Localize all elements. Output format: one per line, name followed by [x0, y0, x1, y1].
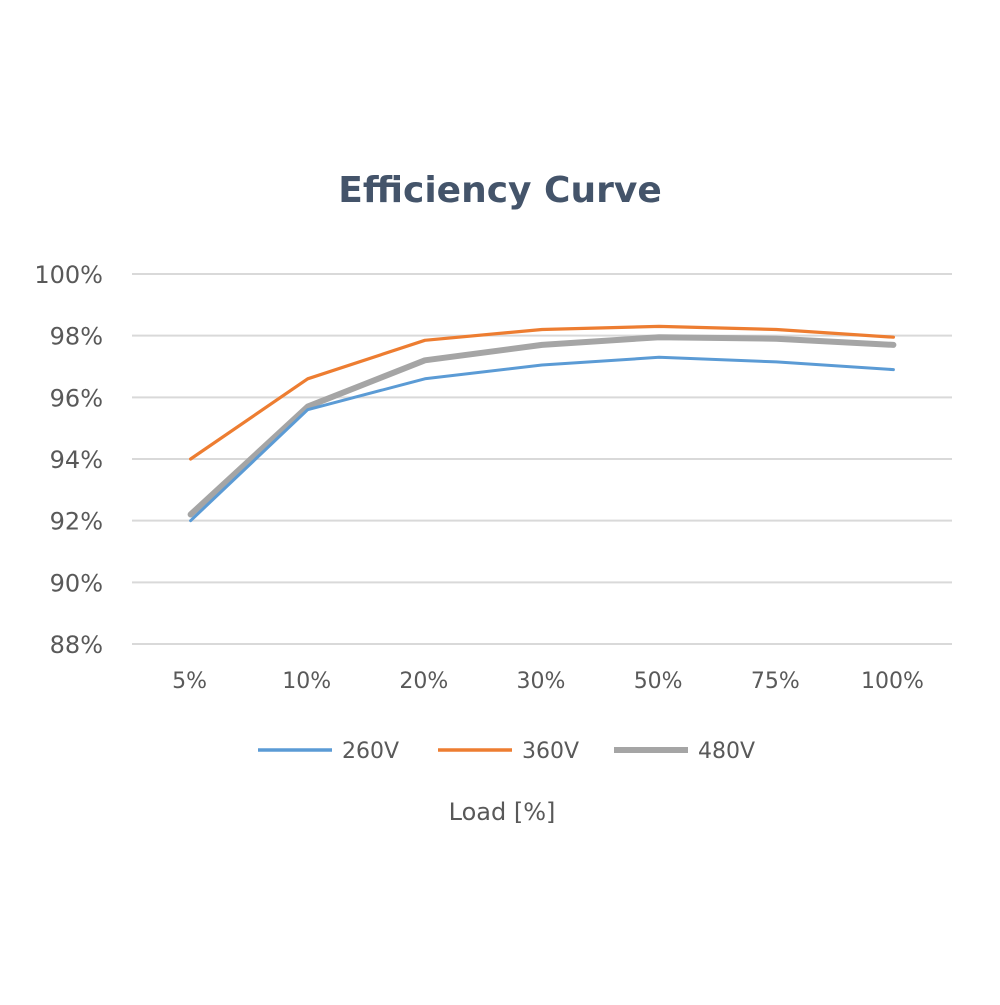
- series-line-480v: [187, 334, 897, 518]
- legend-label-360v: 360V: [522, 739, 579, 764]
- x-tick-label: 75%: [751, 669, 800, 694]
- series-line-360v: [189, 324, 896, 461]
- series-line-260v: [189, 355, 895, 523]
- y-tick-label: 94%: [50, 446, 103, 474]
- y-tick-label: 90%: [50, 569, 103, 597]
- series-lines: [187, 324, 897, 523]
- y-axis-ticks: 88% 90% 92% 94% 96% 98% 100%: [34, 261, 103, 659]
- legend: 260V 360V 480V: [258, 739, 755, 764]
- y-tick-label: 92%: [50, 508, 103, 536]
- legend-label-480v: 480V: [698, 739, 755, 764]
- y-tick-label: 98%: [50, 323, 103, 351]
- legend-label-260v: 260V: [342, 739, 399, 764]
- x-tick-label: 50%: [634, 669, 683, 694]
- y-tick-label: 88%: [50, 631, 103, 659]
- x-axis-label: Load [%]: [449, 798, 556, 826]
- x-tick-label: 10%: [282, 669, 331, 694]
- gridlines: [132, 273, 952, 645]
- x-tick-label: 5%: [172, 669, 207, 694]
- y-tick-label: 96%: [50, 384, 103, 412]
- x-tick-label: 100%: [861, 669, 924, 694]
- chart-title: Efficiency Curve: [338, 170, 662, 211]
- y-tick-label: 100%: [34, 261, 103, 289]
- x-tick-label: 20%: [399, 669, 448, 694]
- x-tick-label: 30%: [517, 669, 566, 694]
- x-axis-ticks: 5% 10% 20% 30% 50% 75% 100%: [172, 669, 924, 694]
